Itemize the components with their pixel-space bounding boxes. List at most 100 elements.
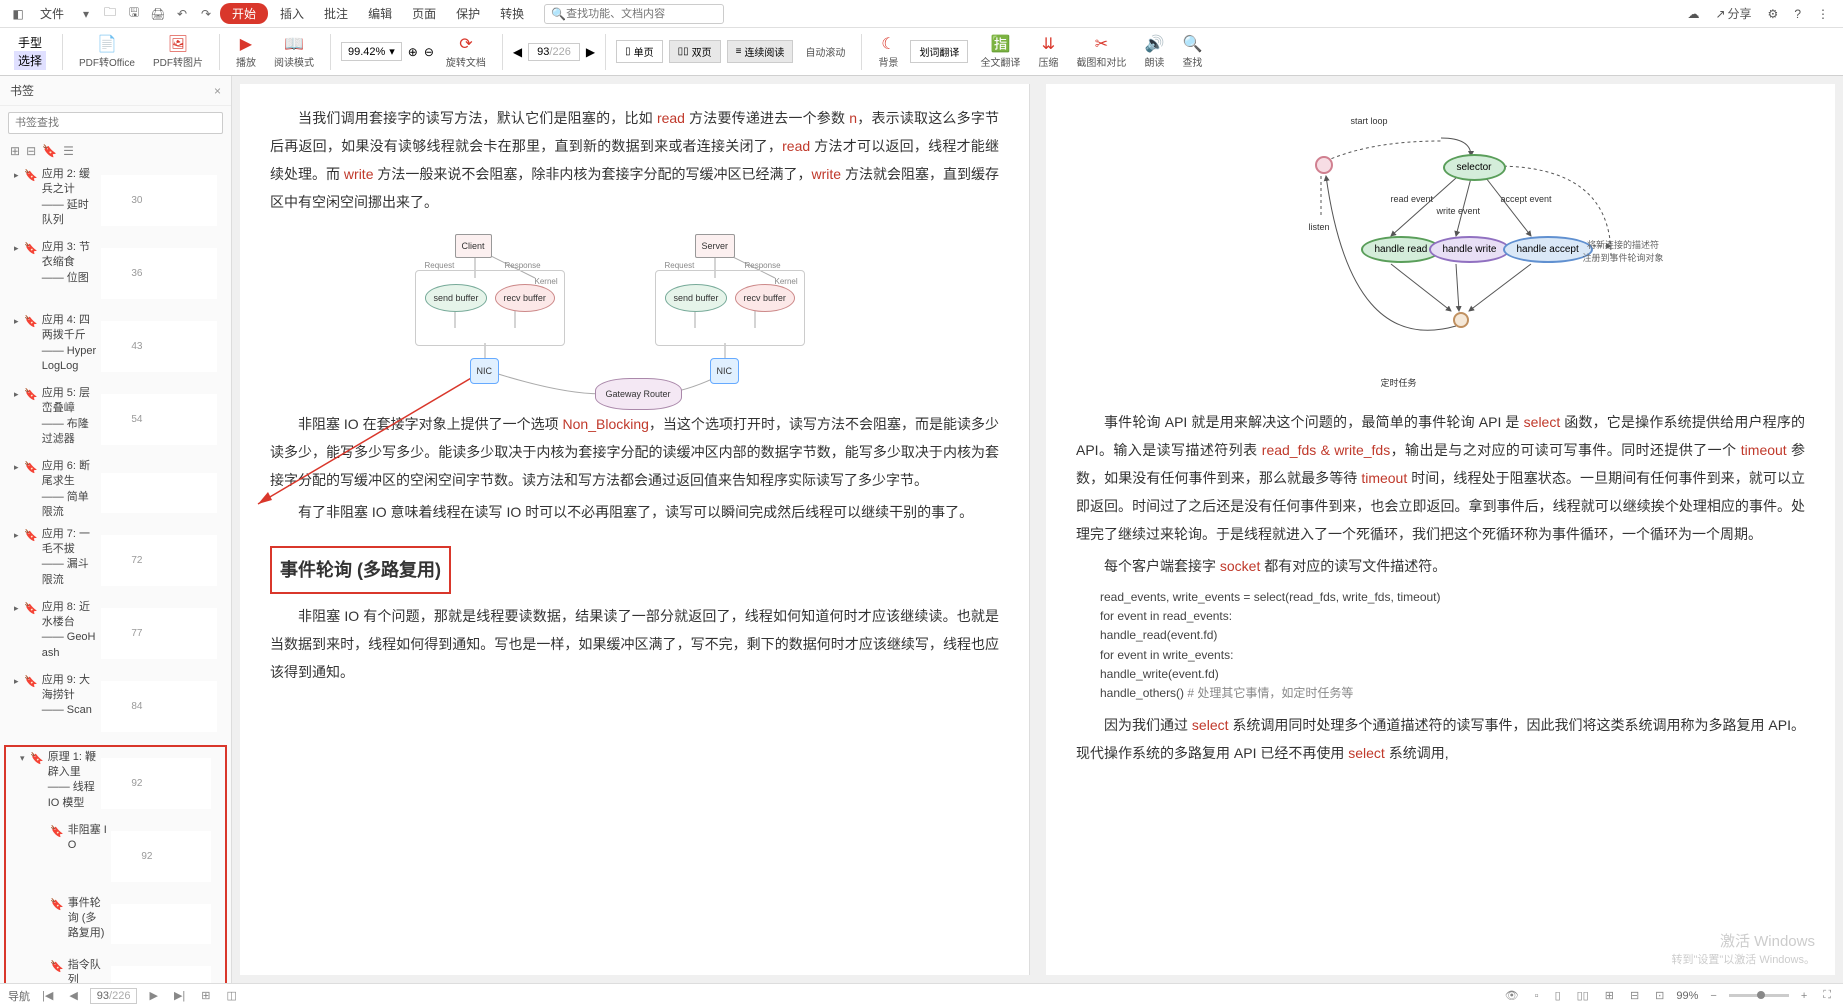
dropdown-icon[interactable]: ▾ — [76, 4, 96, 24]
bookmark-item[interactable]: ▸🔖应用 9: 大海捞针 —— Scan84 — [0, 670, 231, 743]
status-tool-icon[interactable]: ⊞ — [197, 989, 214, 1002]
sidebar-title: 书签 — [10, 82, 34, 99]
more-icon[interactable]: ⋮ — [1811, 5, 1835, 23]
app-logo-icon: ◧ — [8, 4, 28, 24]
bookmark-tool-icon[interactable]: ☰ — [63, 144, 74, 158]
current-page-input[interactable]: 93/226 — [528, 43, 580, 61]
right-para2: 每个客户端套接字 socket 都有对应的读写文件描述符。 — [1076, 552, 1805, 580]
read-aloud-button[interactable]: 🔊 朗读 — [1138, 32, 1170, 71]
next-page-icon[interactable]: ▶ — [586, 45, 595, 59]
right-para3: 因为我们通过 select 系统调用同时处理多个通道描述符的读写事件，因此我们将… — [1076, 711, 1805, 767]
redo-icon[interactable]: ↷ — [196, 4, 216, 24]
status-page-input[interactable]: 93/226 — [90, 988, 138, 1004]
bookmark-search-input[interactable] — [8, 112, 223, 134]
select-tool-label[interactable]: 选择 — [14, 51, 46, 70]
pdf-to-image-button[interactable]: 🖼 PDF转图片 — [147, 32, 209, 71]
windows-watermark-sub: 转到"设置"以激活 Windows。 — [1672, 951, 1816, 967]
cloud-sync-icon[interactable]: ☁ — [1681, 5, 1705, 23]
bookmark-add-icon[interactable]: 🔖 — [42, 144, 57, 158]
menu-tab-protect[interactable]: 保护 — [448, 3, 488, 24]
status-tool2-icon[interactable]: ◫ — [222, 989, 240, 1002]
hand-tool-label[interactable]: 手型 — [18, 34, 42, 51]
save-icon[interactable]: 🖫 — [124, 4, 144, 24]
help-icon[interactable]: ? — [1788, 5, 1807, 23]
continuous-read-button[interactable]: ≡ 连续阅读 — [727, 40, 794, 63]
view-grid-icon[interactable]: ⊞ — [1601, 989, 1618, 1002]
prev-page-icon[interactable]: ◀ — [513, 45, 522, 59]
menu-bar: ◧ 文件 ▾ 🗀 🖫 🖨 ↶ ↷ 开始 插入 批注 编辑 页面 保护 转换 🔍 … — [0, 0, 1843, 28]
view-page-icon[interactable]: ▫ — [1531, 990, 1543, 1002]
para3: 有了非阻塞 IO 意味着线程在读写 IO 时可以不必再阻塞了，读写可以瞬间完成然… — [270, 498, 999, 526]
bookmark-item[interactable]: ▸🔖应用 6: 断尾求生 —— 简单限流 — [0, 456, 231, 524]
print-icon[interactable]: 🖨 — [148, 4, 168, 24]
crop-compare-button[interactable]: ✂ 截图和对比 — [1070, 32, 1132, 71]
para4: 非阻塞 IO 有个问题，那就是线程要读数据，结果读了一部分就返回了，线程如何知道… — [270, 602, 999, 686]
status-bar: 导航 |◀ ◀ 93/226 ▶ ▶| ⊞ ◫ 👁 ▫ ▯ ▯▯ ⊞ ⊟ ⊡ 9… — [0, 983, 1843, 1007]
bookmark-child-item[interactable]: 🔖事件轮询 (多路复用) — [6, 893, 225, 955]
zoom-out-icon[interactable]: ⊖ — [424, 45, 434, 59]
prev-page-status-icon[interactable]: ◀ — [65, 989, 81, 1002]
view-double-icon[interactable]: ▯▯ — [1573, 989, 1593, 1002]
last-page-icon[interactable]: ▶| — [170, 989, 189, 1002]
view-eye-icon[interactable]: 👁 — [1501, 989, 1523, 1002]
word-translate-button[interactable]: 划词翻译 — [910, 40, 968, 63]
zoom-slider-minus-icon[interactable]: − — [1706, 990, 1720, 1002]
para2: 非阻塞 IO 在套接字对象上提供了一个选项 Non_Blocking，当这个选项… — [270, 410, 999, 494]
collapse-all-icon[interactable]: ⊟ — [26, 144, 36, 158]
menu-tab-edit[interactable]: 编辑 — [360, 3, 400, 24]
status-zoom-label: 99% — [1676, 990, 1698, 1002]
function-search-input[interactable] — [566, 8, 717, 20]
zoom-fit-icon[interactable]: ⊡ — [1651, 989, 1668, 1002]
first-page-icon[interactable]: |◀ — [38, 989, 57, 1002]
bookmark-item[interactable]: ▸🔖应用 8: 近水楼台 —— GeoHash77 — [0, 597, 231, 670]
zoom-slider[interactable] — [1729, 994, 1789, 997]
single-page-button[interactable]: ▯ 单页 — [616, 40, 663, 63]
double-page-button[interactable]: ▯▯ 双页 — [669, 40, 721, 63]
bookmark-item[interactable]: ▸🔖应用 4: 四两拨千斤 —— HyperLogLog43 — [0, 310, 231, 383]
bookmark-item[interactable]: ▸🔖应用 7: 一毛不拔 —— 漏斗限流72 — [0, 524, 231, 597]
translate-icon: 🈯 — [990, 34, 1010, 54]
compress-button[interactable]: ⇊ 压缩 — [1032, 32, 1064, 71]
menu-tab-insert[interactable]: 插入 — [272, 3, 312, 24]
full-translate-button[interactable]: 🈯 全文翻译 — [974, 32, 1026, 71]
zoom-level-box[interactable]: 99.42%▾ — [341, 42, 402, 61]
undo-icon[interactable]: ↶ — [172, 4, 192, 24]
pdf-to-office-button[interactable]: 📄 PDF转Office — [73, 32, 141, 71]
close-sidebar-icon[interactable]: × — [214, 84, 221, 98]
play-icon: ▶ — [236, 34, 256, 54]
toolbar: 手型 选择 📄 PDF转Office 🖼 PDF转图片 ▶ 播放 📖 阅读模式 … — [0, 28, 1843, 76]
zoom-slider-plus-icon[interactable]: + — [1797, 990, 1811, 1002]
open-icon[interactable]: 🗀 — [100, 4, 120, 24]
menu-tab-start[interactable]: 开始 — [220, 3, 268, 24]
bookmark-item[interactable]: ▸🔖应用 2: 缓兵之计 —— 延时队列30 — [0, 164, 231, 237]
bookmark-item[interactable]: ▸🔖应用 5: 层峦叠嶂 —— 布隆过滤器54 — [0, 383, 231, 456]
menu-file[interactable]: 文件 — [32, 3, 72, 24]
expand-all-icon[interactable]: ⊞ — [10, 144, 20, 158]
section-title-boxed: 事件轮询 (多路复用) — [270, 546, 451, 594]
function-search-box[interactable]: 🔍 — [544, 4, 724, 24]
page-left: 当我们调用套接字的读写方法，默认它们是阻塞的，比如 read 方法要传递进去一个… — [240, 84, 1030, 975]
rotate-button[interactable]: ⟳ 旋转文档 — [440, 32, 492, 71]
background-button[interactable]: ☾ 背景 — [872, 32, 904, 71]
view-single-icon[interactable]: ▯ — [1551, 989, 1565, 1002]
menu-tab-convert[interactable]: 转换 — [492, 3, 532, 24]
menu-tab-page[interactable]: 页面 — [404, 3, 444, 24]
menu-tab-annotate[interactable]: 批注 — [316, 3, 356, 24]
share-button[interactable]: ↗ 分享 — [1709, 3, 1757, 24]
fullscreen-icon[interactable]: ⛶ — [1819, 989, 1835, 1002]
auto-scroll-button[interactable]: 自动滚动 — [799, 42, 851, 61]
reading-mode-button[interactable]: 📖 阅读模式 — [268, 32, 320, 71]
view-ruler-icon[interactable]: ⊟ — [1626, 989, 1643, 1002]
zoom-in-icon[interactable]: ⊕ — [408, 45, 418, 59]
crop-icon: ✂ — [1091, 34, 1111, 54]
bookmark-item[interactable]: ▸🔖应用 3: 节衣缩食 —— 位图36 — [0, 237, 231, 310]
book-icon: 📖 — [284, 34, 304, 54]
bookmark-item[interactable]: ▾🔖原理 1: 鞭辟入里 —— 线程 IO 模型92 — [6, 747, 225, 820]
find-button[interactable]: 🔍 查找 — [1176, 32, 1208, 71]
bookmark-child-item[interactable]: 🔖非阻塞 IO92 — [6, 820, 225, 893]
settings-icon[interactable]: ⚙ — [1762, 5, 1785, 23]
page-right: start loop selector listen read event wr… — [1046, 84, 1835, 975]
play-button[interactable]: ▶ 播放 — [230, 32, 262, 71]
next-page-status-icon[interactable]: ▶ — [145, 989, 161, 1002]
bookmark-child-item[interactable]: 🔖指令队列95 — [6, 955, 225, 983]
